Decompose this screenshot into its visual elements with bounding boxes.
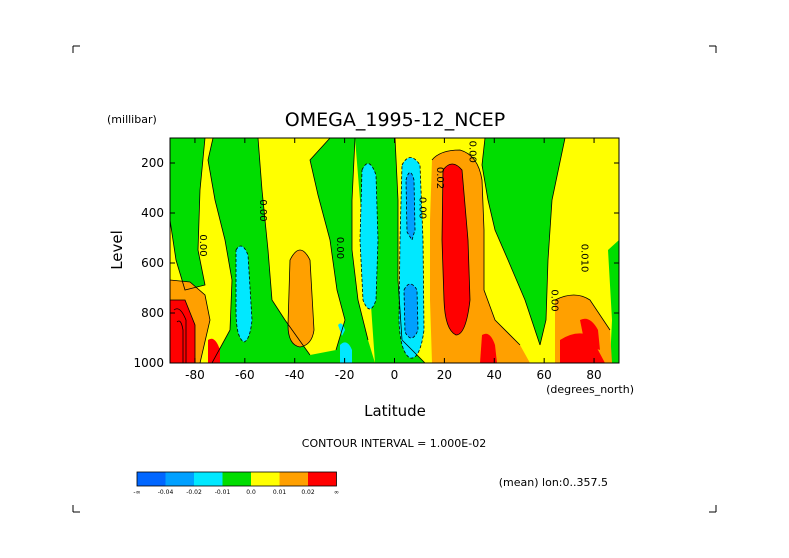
corner-marks — [72, 45, 717, 513]
region-green-pole — [608, 240, 619, 363]
region-cyan-1 — [236, 246, 252, 342]
x-axis-label: Latitude — [364, 402, 426, 420]
y-tick-label: 200 — [141, 156, 164, 170]
chart-title: OMEGA_1995-12_NCEP — [285, 109, 505, 131]
contour-field — [170, 138, 619, 363]
colorbar-frame — [136, 471, 337, 487]
contour-labels: 0.00 0.00 0.00 0.00 0.02 0.00 0.00 0.010 — [197, 141, 590, 312]
x-tick-label: 40 — [487, 368, 502, 382]
region-green-nh — [482, 138, 565, 345]
x-tick-label: -80 — [185, 368, 205, 382]
region-red-nh-pole-2 — [580, 318, 600, 350]
x-tick-label: 60 — [537, 368, 552, 382]
region-red-nh-pole — [560, 333, 605, 363]
colorbar-label: -0.04 — [158, 489, 174, 496]
contour-value-label: 0.010 — [579, 244, 590, 273]
y-tick-label: 1000 — [133, 356, 164, 370]
contour-value-label: 0.00 — [416, 197, 427, 219]
y-tick-label: 800 — [141, 306, 164, 320]
colorbar-label: ∞ — [334, 489, 339, 496]
region-cyan-4 — [340, 342, 352, 363]
x-tick-label: 20 — [437, 368, 452, 382]
colorbar-label: -0.01 — [215, 489, 231, 496]
x-tick-label: -40 — [285, 368, 305, 382]
contour-value-label: 0.00 — [257, 199, 268, 221]
x-tick-label: -20 — [335, 368, 355, 382]
colorbar-label: -∞ — [133, 489, 140, 496]
region-blue-1 — [406, 172, 415, 240]
region-red-nh-main — [442, 164, 470, 335]
region-red-sh-corner — [170, 300, 195, 363]
region-cyan-2 — [360, 163, 378, 309]
colorbar-bin — [222, 472, 251, 486]
colorbar-label: -0.02 — [186, 489, 202, 496]
x-tick-label: -60 — [235, 368, 255, 382]
colorbar-bin — [279, 472, 308, 486]
contour-value-label: 0.02 — [434, 167, 445, 189]
colorbar-bin — [308, 472, 337, 486]
region-red-sh-2 — [208, 338, 220, 363]
contour-value-label: 0.00 — [549, 289, 560, 311]
region-orange-sh-2 — [288, 250, 314, 347]
region-blue-2 — [404, 284, 418, 339]
contour-lines — [170, 138, 611, 363]
y-axis-label: Level — [108, 230, 126, 270]
x-units-label: (degrees_north) — [546, 383, 634, 396]
region-red-nh-2 — [480, 333, 497, 363]
colorbar: -∞ -0.04 -0.02 -0.01 0.0 0.01 0.02 ∞ — [133, 471, 339, 496]
mean-lon-note: (mean) lon:0..357.5 — [499, 476, 608, 489]
x-axis: -80 -60 -40 -20 0 20 40 60 80 — [185, 138, 602, 382]
colorbar-bin — [137, 472, 166, 486]
y-tick-label: 600 — [141, 256, 164, 270]
contour-value-label: 0.00 — [466, 141, 477, 163]
y-units-label: (millibar) — [107, 113, 157, 126]
x-tick-label: 0 — [391, 368, 399, 382]
colorbar-label: 0.01 — [273, 489, 287, 496]
contour-value-label: 0.00 — [197, 234, 208, 256]
x-tick-label: 80 — [586, 368, 601, 382]
contour-value-label: 0.00 — [334, 237, 345, 259]
colorbar-bin — [251, 472, 280, 486]
colorbar-bin — [194, 472, 223, 486]
colorbar-label: 0.02 — [301, 489, 315, 496]
contour-interval-label: CONTOUR INTERVAL = 1.000E-02 — [302, 437, 486, 450]
y-tick-label: 400 — [141, 206, 164, 220]
contour-lines-dashed — [235, 157, 425, 359]
colorbar-bin — [165, 472, 194, 486]
y-axis: 200 400 600 800 1000 — [133, 156, 619, 370]
region-green-west — [170, 138, 205, 290]
colorbar-label: 0.0 — [246, 489, 256, 496]
